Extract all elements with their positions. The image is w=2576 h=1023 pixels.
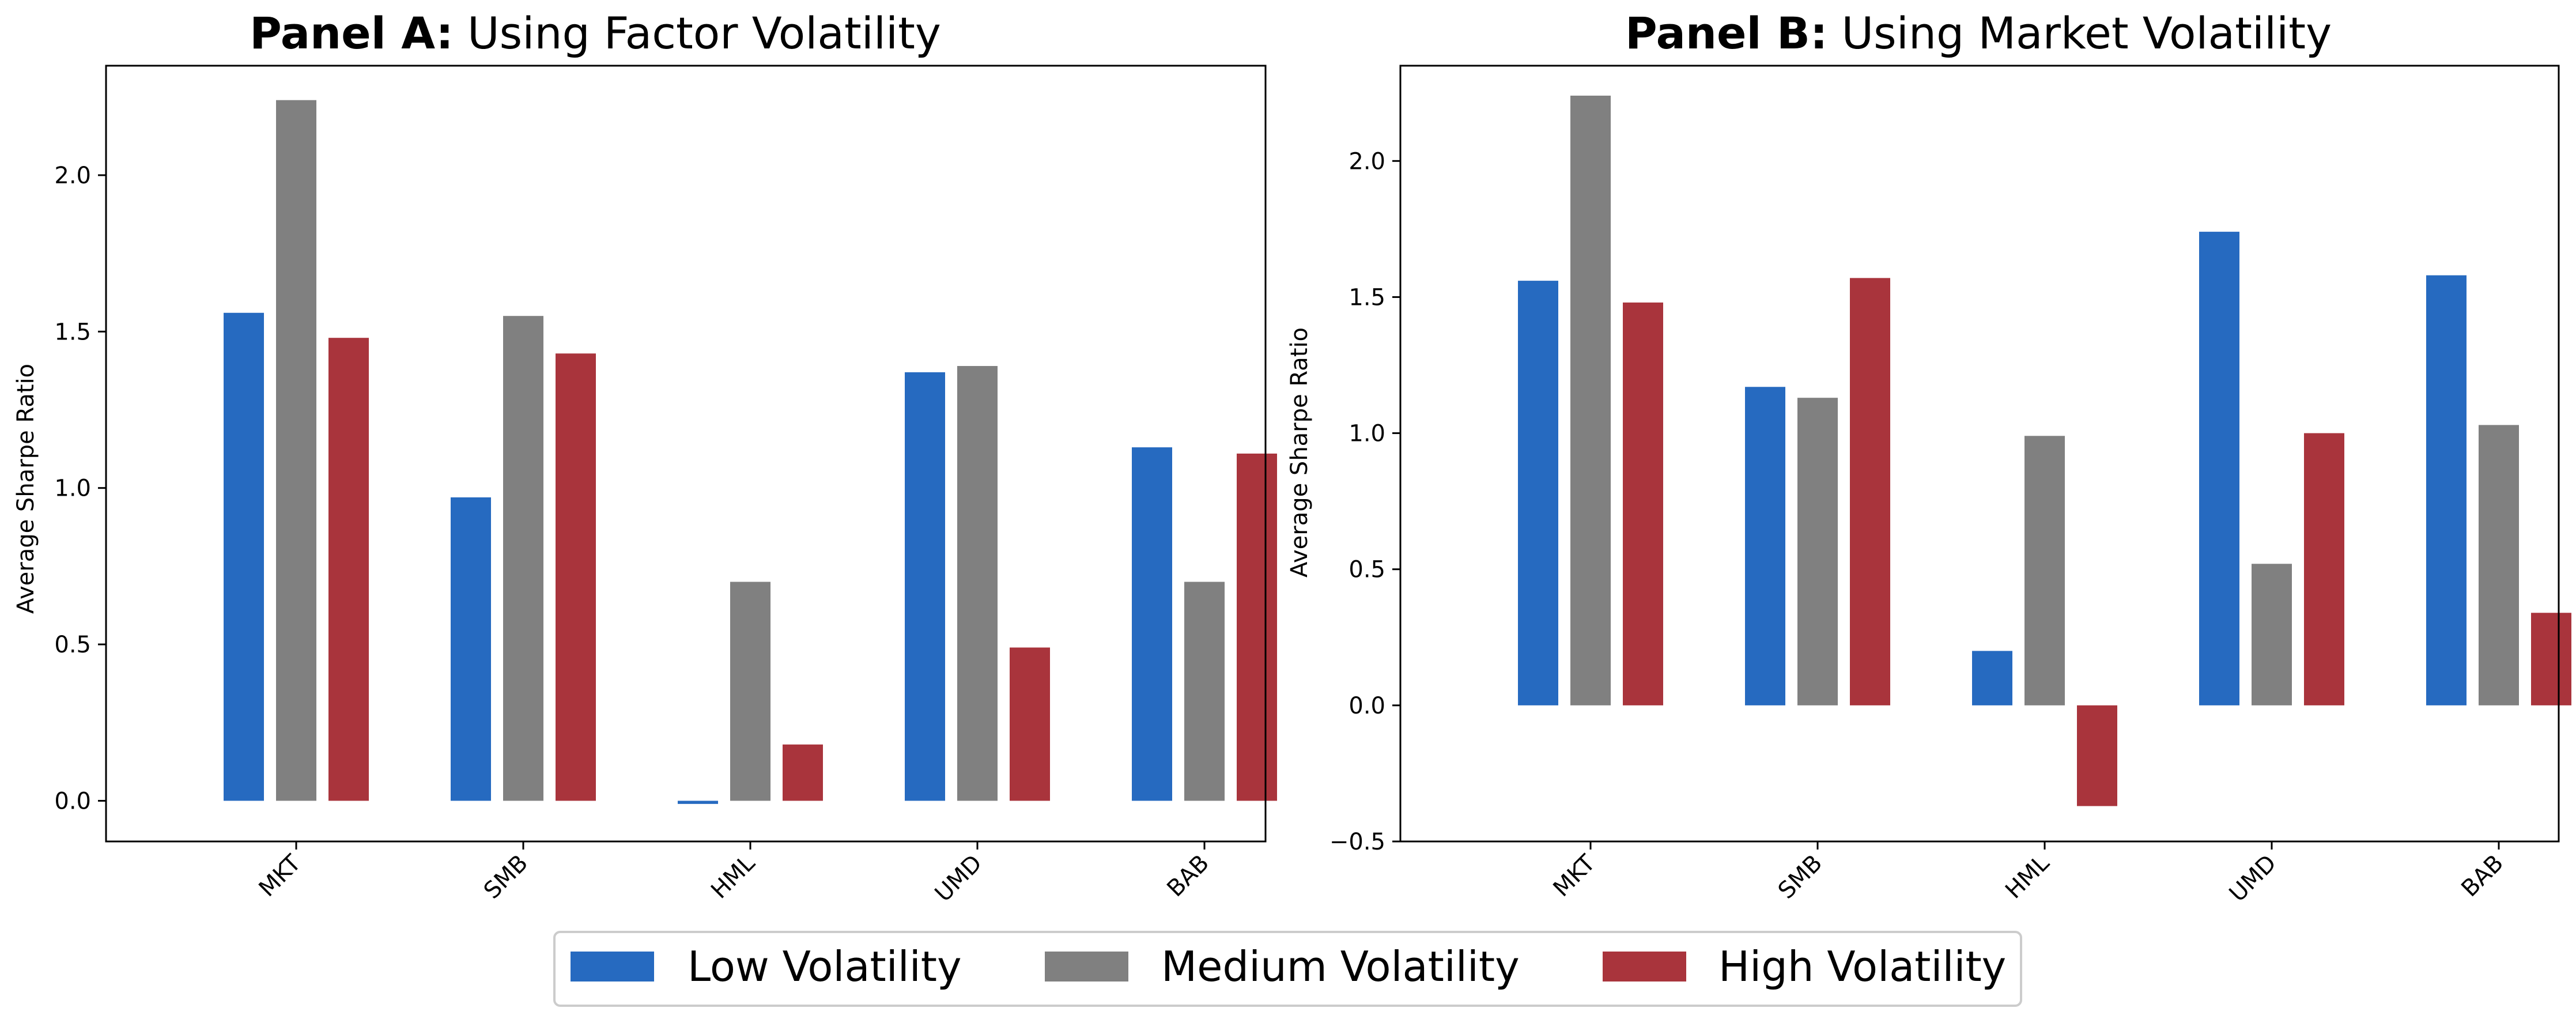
legend-swatch-high bbox=[1603, 952, 1686, 982]
panel-b-x-tick-label-hml: HML bbox=[2000, 850, 2054, 904]
legend-label-low: Low Volatility bbox=[688, 942, 962, 991]
panel-a-x-tick-label-umd: UMD bbox=[930, 850, 987, 907]
panel-b: Panel B: Using Market Volatility Average… bbox=[1286, 7, 2571, 907]
panel-b-bar-bab-medium bbox=[2479, 425, 2519, 705]
panel-b-bar-smb-low bbox=[1745, 387, 1785, 705]
panel-a-x-tick-label-smb: SMB bbox=[479, 850, 533, 904]
panel-b-y-tick-label: 2.0 bbox=[1349, 148, 1385, 175]
panel-a-bar-umd-medium bbox=[957, 366, 998, 801]
panel-b-bar-umd-medium bbox=[2252, 564, 2292, 705]
panel-b-bar-bab-high bbox=[2531, 613, 2571, 705]
panel-b-bar-bab-low bbox=[2426, 275, 2467, 705]
panel-a-bar-hml-low bbox=[678, 801, 718, 804]
panel-b-x-tick-label-umd: UMD bbox=[2224, 850, 2282, 907]
panel-b-x-tick-label-bab: BAB bbox=[2456, 850, 2509, 903]
panel-a-bar-mkt-low bbox=[224, 312, 264, 801]
panel-a-title: Panel A: Using Factor Volatility bbox=[250, 7, 941, 59]
legend-frame bbox=[553, 931, 2022, 1007]
panel-a-y-tick-label: 0.5 bbox=[54, 632, 91, 658]
legend-label-medium: Medium Volatility bbox=[1161, 942, 1520, 991]
panel-b-y-tick-label: −0.5 bbox=[1329, 829, 1385, 855]
panel-a-x-tick-label-mkt: MKT bbox=[254, 850, 307, 902]
panel-a-bar-bab-low bbox=[1132, 447, 1172, 801]
panel-a-y-tick-label: 1.0 bbox=[54, 475, 91, 502]
panel-b-bar-smb-high bbox=[1850, 278, 1890, 705]
panel-a-bar-hml-medium bbox=[730, 582, 770, 801]
panel-b-bar-hml-high bbox=[2077, 705, 2117, 806]
panel-a-plot-area: 0.0 0.5 1.0 1.5 2.0 MKT SMB HML UMD BAB bbox=[54, 65, 1277, 907]
panel-a-bar-umd-high bbox=[1010, 647, 1050, 801]
panel-b-bar-hml-low bbox=[1972, 651, 2012, 705]
panel-a: Panel A: Using Factor Volatility Average… bbox=[13, 7, 1277, 907]
panel-a-title-bold: Panel A: bbox=[250, 7, 454, 59]
panel-b-y-tick-label: 1.0 bbox=[1349, 421, 1385, 447]
panel-b-axes-frame bbox=[1399, 65, 2560, 843]
panel-b-bar-mkt-high bbox=[1623, 302, 1663, 705]
legend-label-high: High Volatility bbox=[1718, 942, 2006, 991]
panel-b-title: Panel B: Using Market Volatility bbox=[1625, 7, 2332, 59]
legend-swatch-medium bbox=[1045, 952, 1128, 982]
panel-a-y-tick-label: 1.5 bbox=[54, 319, 91, 345]
panel-a-bar-hml-high bbox=[783, 744, 823, 801]
panel-b-bar-mkt-low bbox=[1518, 281, 1558, 705]
panel-a-title-rest: Using Factor Volatility bbox=[454, 7, 941, 59]
panel-a-axes-frame bbox=[105, 65, 1267, 843]
panel-b-bar-mkt-medium bbox=[1570, 95, 1611, 705]
panel-b-x-tick-label-smb: SMB bbox=[1773, 850, 1827, 904]
panel-a-bar-smb-low bbox=[451, 497, 491, 801]
panel-a-y-tick-label: 0.0 bbox=[54, 788, 91, 814]
panel-a-bar-mkt-high bbox=[328, 338, 369, 801]
panel-b-bar-smb-medium bbox=[1797, 398, 1838, 705]
panel-b-plot-area: −0.5 0.0 0.5 1.0 1.5 2.0 MKT SMB HML UMD BAB bbox=[1329, 65, 2571, 907]
panel-a-x-tick-label-hml: HML bbox=[706, 850, 760, 904]
panel-b-bar-hml-medium bbox=[2024, 436, 2065, 705]
panel-b-y-tick-label: 0.0 bbox=[1349, 693, 1385, 719]
legend-swatch-low bbox=[571, 952, 654, 982]
panel-b-x-tick-label-mkt: MKT bbox=[1548, 850, 1601, 902]
panel-a-bar-bab-medium bbox=[1184, 582, 1225, 801]
panel-b-y-tick-label: 0.5 bbox=[1349, 557, 1385, 583]
panel-a-bar-mkt-medium bbox=[276, 100, 316, 801]
panel-b-bar-umd-low bbox=[2199, 232, 2239, 705]
panel-a-x-tick-label-bab: BAB bbox=[1162, 850, 1214, 903]
panel-b-title-bold: Panel B: bbox=[1625, 7, 1827, 59]
panel-b-title-rest: Using Market Volatility bbox=[1827, 7, 2332, 59]
panel-b-bar-umd-high bbox=[2304, 433, 2344, 705]
panel-a-bar-smb-high bbox=[556, 353, 596, 801]
panel-a-bar-smb-medium bbox=[503, 316, 543, 801]
panel-b-y-axis-label: Average Sharpe Ratio bbox=[1286, 327, 1313, 577]
panel-b-y-tick-label: 1.5 bbox=[1349, 284, 1385, 311]
panel-a-bar-bab-high bbox=[1237, 454, 1277, 801]
panel-a-y-axis-label: Average Sharpe Ratio bbox=[13, 364, 39, 614]
legend: Low Volatility Medium Volatility High Vo… bbox=[553, 931, 2022, 1007]
panel-a-y-tick-label: 2.0 bbox=[54, 163, 91, 189]
panel-a-bar-umd-low bbox=[905, 372, 945, 801]
